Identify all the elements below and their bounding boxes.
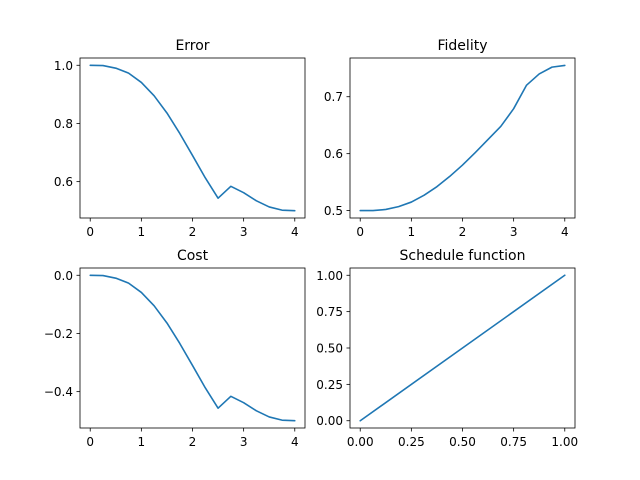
fidelity-xtick-label: 3	[510, 225, 518, 239]
cost-axes-frame	[79, 267, 306, 429]
error-xtick-label: 2	[189, 225, 197, 239]
fidelity-xtick-label: 1	[408, 225, 416, 239]
fidelity-title: Fidelity	[438, 38, 488, 54]
fidelity-ytick-label: 0.6	[324, 147, 343, 161]
cost-ytick-label: 0.0	[54, 269, 73, 283]
error-xtick-label: 1	[138, 225, 146, 239]
schedule-series-line	[359, 274, 566, 422]
fidelity-xtick-label: 4	[561, 225, 569, 239]
fidelity-axes-frame	[349, 57, 576, 219]
schedule-xtick-label: 0.00	[347, 435, 374, 449]
error-chart: Error 0 1 2 3 4 0.6 0.8 1.0	[54, 38, 306, 239]
cost-ytick-label: −0.4	[44, 385, 73, 399]
cost-series-line	[89, 274, 296, 422]
error-ytick-label: 0.6	[54, 175, 73, 189]
schedule-xtick-label: 1.00	[551, 435, 578, 449]
error-xtick-label: 0	[86, 225, 94, 239]
schedule-ytick-label: 1.00	[316, 269, 343, 283]
cost-xtick-label: 4	[291, 435, 299, 449]
cost-xtick-label: 1	[138, 435, 146, 449]
fidelity-ytick-label: 0.7	[324, 90, 343, 104]
schedule-xtick-label: 0.25	[398, 435, 425, 449]
error-axes-frame	[79, 57, 306, 219]
schedule-ytick-label: 0.75	[316, 305, 343, 319]
error-ytick-label: 0.8	[54, 117, 73, 131]
error-ytick-label: 1.0	[54, 59, 73, 73]
fidelity-xtick-label: 0	[356, 225, 364, 239]
schedule-ytick-label: 0.00	[316, 414, 343, 428]
cost-xtick-label: 3	[240, 435, 248, 449]
schedule-title: Schedule function	[400, 248, 526, 264]
schedule-xtick-label: 0.50	[449, 435, 476, 449]
error-series-line	[89, 64, 296, 212]
fidelity-xtick-label: 2	[459, 225, 467, 239]
fidelity-chart: Fidelity 0 1 2 3 4 0.5 0.6 0.7	[324, 38, 576, 239]
fidelity-series-line	[359, 64, 566, 212]
error-xtick-label: 3	[240, 225, 248, 239]
cost-ytick-label: −0.2	[44, 327, 73, 341]
error-xtick-label: 4	[291, 225, 299, 239]
error-title: Error	[175, 38, 209, 54]
cost-xtick-label: 0	[86, 435, 94, 449]
fidelity-ytick-label: 0.5	[324, 204, 343, 218]
schedule-ytick-label: 0.50	[316, 342, 343, 356]
cost-chart: Cost 0 1 2 3 4 0.0 −0.2 −0.4	[44, 248, 306, 449]
cost-title: Cost	[177, 248, 209, 264]
schedule-chart: Schedule function 0.00 0.25 0.50 0.75 1.00 0.0…	[316, 248, 578, 449]
cost-xtick-label: 2	[189, 435, 197, 449]
schedule-ytick-label: 0.25	[316, 378, 343, 392]
schedule-xtick-label: 0.75	[500, 435, 527, 449]
